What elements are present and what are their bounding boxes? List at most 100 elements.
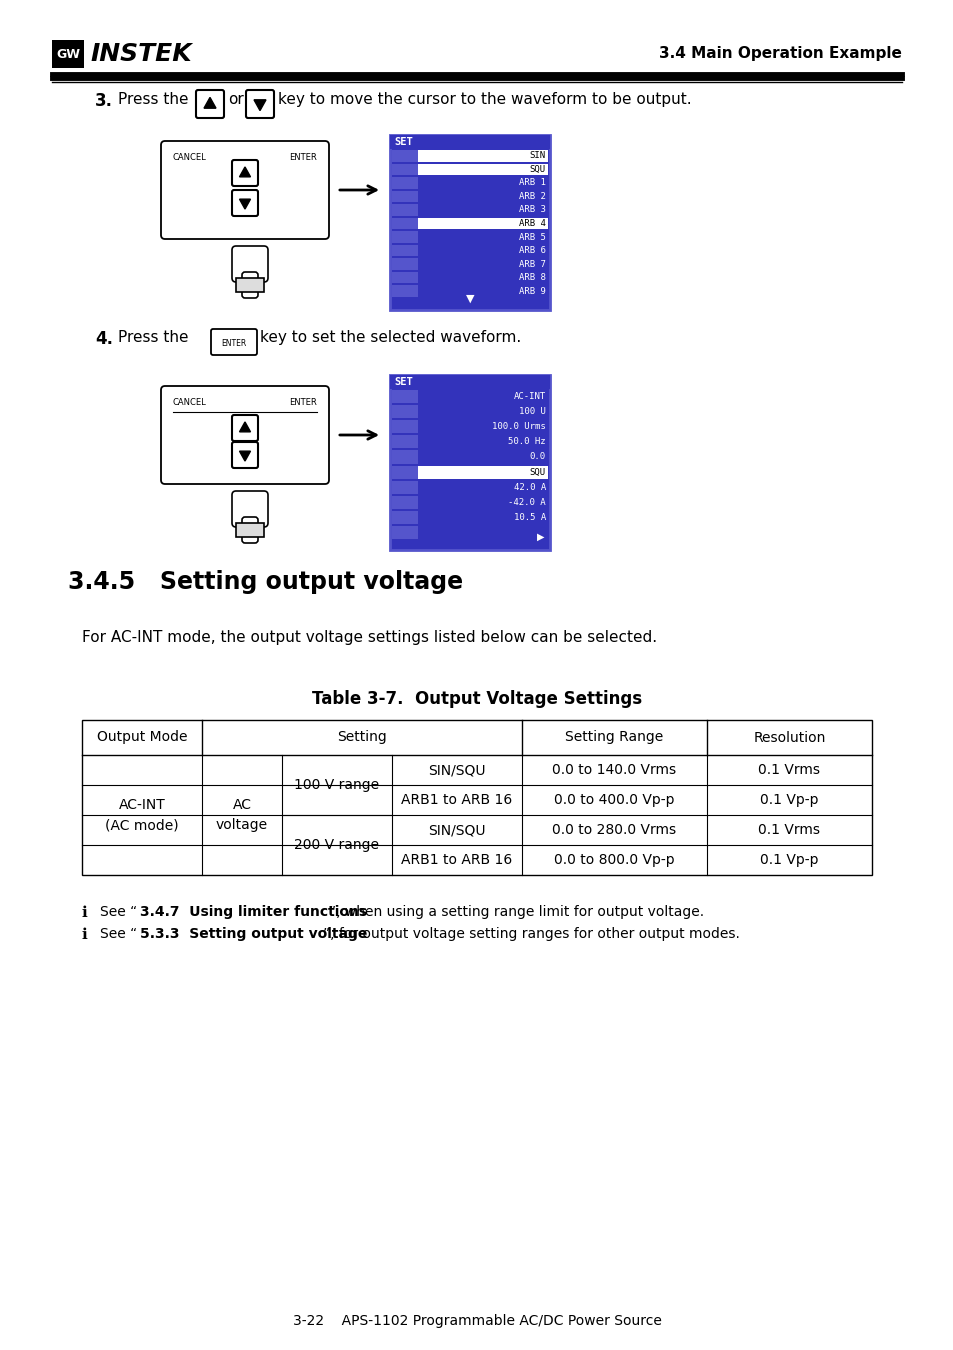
Text: 42.0 A: 42.0 A: [514, 483, 545, 491]
Bar: [392, 390, 417, 404]
Bar: [417, 466, 547, 479]
Text: ARB1 to ARB 16: ARB1 to ARB 16: [401, 792, 512, 807]
Text: 0.0 to 400.0 Vp-p: 0.0 to 400.0 Vp-p: [554, 792, 674, 807]
Text: SQU: SQU: [529, 467, 545, 477]
Text: 10.5 A: 10.5 A: [514, 513, 545, 522]
Bar: [392, 190, 417, 202]
Text: 0.1 Vp-p: 0.1 Vp-p: [760, 792, 818, 807]
Text: SET: SET: [394, 136, 413, 147]
Bar: [392, 495, 417, 509]
Text: AC-INT
(AC mode): AC-INT (AC mode): [105, 798, 178, 833]
Text: ℹ: ℹ: [82, 904, 88, 919]
Text: AC
voltage: AC voltage: [215, 798, 268, 833]
Text: ℹ: ℹ: [82, 927, 88, 942]
Bar: [417, 163, 547, 176]
Text: or: or: [228, 92, 244, 107]
Polygon shape: [239, 451, 251, 462]
Text: 200 V range: 200 V range: [294, 838, 379, 852]
Text: 50.0 Hz: 50.0 Hz: [508, 437, 545, 447]
Bar: [392, 217, 417, 230]
Text: See “: See “: [100, 927, 137, 941]
Polygon shape: [239, 167, 251, 177]
Text: SIN/SQU: SIN/SQU: [428, 824, 485, 837]
Text: ARB 4: ARB 4: [518, 219, 545, 228]
FancyBboxPatch shape: [232, 441, 257, 468]
Text: 4.: 4.: [95, 329, 112, 348]
Text: -42.0 A: -42.0 A: [508, 498, 545, 506]
Bar: [392, 420, 417, 433]
Bar: [392, 481, 417, 494]
Bar: [392, 435, 417, 448]
Text: See “: See “: [100, 904, 137, 919]
FancyBboxPatch shape: [232, 246, 268, 282]
Text: Table 3-7.  Output Voltage Settings: Table 3-7. Output Voltage Settings: [312, 690, 641, 707]
FancyBboxPatch shape: [246, 90, 274, 117]
Polygon shape: [204, 97, 215, 108]
Text: INSTEK: INSTEK: [90, 42, 192, 66]
Text: ARB1 to ARB 16: ARB1 to ARB 16: [401, 853, 512, 867]
Text: 5.3.3  Setting output voltage: 5.3.3 Setting output voltage: [140, 927, 367, 941]
Text: ENTER: ENTER: [289, 398, 316, 406]
Text: SQU: SQU: [529, 165, 545, 174]
Bar: [392, 285, 417, 297]
Text: CANCEL: CANCEL: [172, 153, 207, 162]
Text: key to set the selected waveform.: key to set the selected waveform.: [260, 329, 520, 346]
Text: 0.0 to 140.0 Vrms: 0.0 to 140.0 Vrms: [552, 763, 676, 778]
Bar: [417, 150, 547, 162]
FancyBboxPatch shape: [161, 140, 329, 239]
Text: key to move the cursor to the waveform to be output.: key to move the cursor to the waveform t…: [277, 92, 691, 107]
Text: 0.0 to 280.0 Vrms: 0.0 to 280.0 Vrms: [552, 824, 676, 837]
Text: Press the: Press the: [118, 329, 189, 346]
Text: ARB 7: ARB 7: [518, 259, 545, 269]
Bar: [392, 231, 417, 243]
Text: Press the: Press the: [118, 92, 189, 107]
Polygon shape: [239, 423, 251, 432]
Text: Output Mode: Output Mode: [96, 730, 187, 744]
FancyBboxPatch shape: [195, 90, 224, 117]
Text: 0.0 to 800.0 Vp-p: 0.0 to 800.0 Vp-p: [554, 853, 674, 867]
FancyBboxPatch shape: [161, 386, 329, 485]
Text: SIN/SQU: SIN/SQU: [428, 763, 485, 778]
Bar: [392, 526, 417, 539]
Text: ARB 6: ARB 6: [518, 246, 545, 255]
Text: ARB 3: ARB 3: [518, 205, 545, 215]
FancyBboxPatch shape: [242, 517, 257, 543]
FancyBboxPatch shape: [242, 271, 257, 298]
Text: ARB 2: ARB 2: [518, 192, 545, 201]
Text: 100.0 Urms: 100.0 Urms: [492, 423, 545, 431]
Text: Setting Range: Setting Range: [565, 730, 663, 744]
Bar: [392, 204, 417, 216]
Text: SET: SET: [394, 377, 413, 387]
Polygon shape: [253, 100, 266, 111]
Text: ▶: ▶: [536, 532, 543, 541]
Text: For AC-INT mode, the output voltage settings listed below can be selected.: For AC-INT mode, the output voltage sett…: [82, 630, 657, 645]
Text: 3.4 Main Operation Example: 3.4 Main Operation Example: [659, 46, 901, 61]
Bar: [82, 720, 871, 875]
Text: ENTER: ENTER: [221, 339, 247, 348]
Polygon shape: [239, 200, 251, 209]
Text: ▼: ▼: [465, 294, 474, 304]
Text: AC-INT: AC-INT: [514, 392, 545, 401]
Bar: [417, 217, 547, 230]
Text: SIN: SIN: [529, 151, 545, 161]
Text: ARB 5: ARB 5: [518, 232, 545, 242]
Text: ARB 1: ARB 1: [518, 178, 545, 188]
FancyBboxPatch shape: [232, 414, 257, 441]
FancyBboxPatch shape: [232, 161, 257, 186]
FancyBboxPatch shape: [235, 278, 264, 292]
Bar: [392, 150, 417, 162]
Text: 100 U: 100 U: [518, 408, 545, 416]
Text: Resolution: Resolution: [753, 730, 825, 744]
Text: ”, for output voltage setting ranges for other output modes.: ”, for output voltage setting ranges for…: [322, 927, 739, 941]
FancyBboxPatch shape: [232, 491, 268, 526]
Bar: [392, 258, 417, 270]
Text: 0.0: 0.0: [529, 452, 545, 462]
Bar: [392, 271, 417, 284]
Text: Setting: Setting: [336, 730, 387, 744]
Bar: [392, 466, 417, 479]
Text: 3.4.5   Setting output voltage: 3.4.5 Setting output voltage: [68, 570, 462, 594]
Text: ARB 9: ARB 9: [518, 286, 545, 296]
Text: ARB 8: ARB 8: [518, 273, 545, 282]
Bar: [392, 163, 417, 176]
Bar: [392, 510, 417, 524]
